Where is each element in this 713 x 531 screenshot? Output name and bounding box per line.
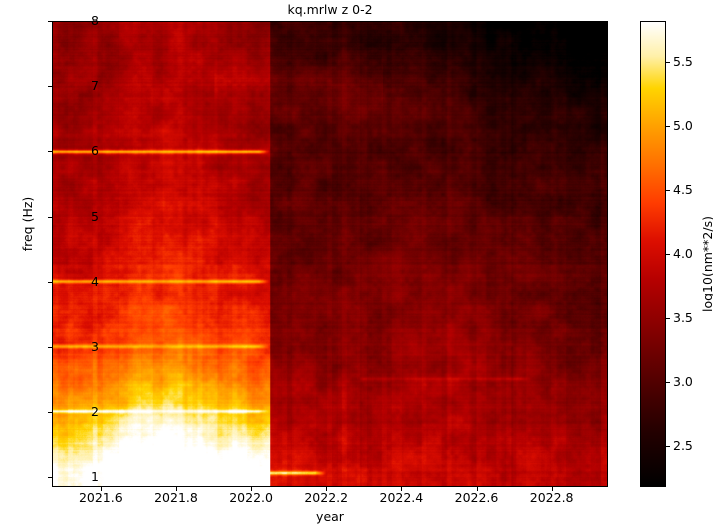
heatmap-plot-area — [52, 21, 608, 487]
y-tick-mark — [48, 21, 52, 22]
x-tick-label: 2021.6 — [78, 490, 123, 505]
colorbar-tick-mark — [666, 61, 670, 63]
y-tick-label: 5 — [91, 208, 99, 224]
colorbar-tick-mark — [666, 318, 670, 319]
y-tick-label: 7 — [91, 78, 99, 94]
x-tick-mark — [175, 487, 177, 491]
y-tick-label: 1 — [91, 469, 99, 485]
y-tick-label: 6 — [91, 143, 99, 159]
x-axis-label: year — [316, 509, 344, 524]
y-tick-mark — [48, 216, 52, 218]
colorbar-tick-label: 3.0 — [673, 374, 693, 390]
y-tick-mark — [48, 281, 52, 283]
x-tick-mark — [476, 487, 478, 491]
colorbar-tick-mark — [666, 446, 670, 448]
x-tick-mark — [326, 487, 328, 491]
x-tick-mark — [100, 487, 102, 491]
x-tick-label: 2021.8 — [154, 490, 198, 505]
y-tick-mark — [48, 86, 52, 88]
heatmap-image — [53, 22, 607, 486]
x-tick-label: 2022.2 — [304, 490, 349, 505]
y-tick-mark — [48, 412, 52, 414]
x-tick-label: 2022.8 — [529, 490, 574, 505]
y-tick-label: 3 — [91, 338, 99, 354]
x-tick-label: 2022.6 — [454, 490, 499, 505]
page-title: kq.mrlw z 0-2 — [287, 2, 373, 17]
colorbar-tick-label: 4.5 — [673, 181, 693, 197]
x-tick-label: 2022.4 — [379, 490, 424, 505]
colorbar-tick-label: 3.5 — [673, 310, 693, 325]
y-tick-label: 2 — [91, 404, 99, 420]
colorbar-tick-mark — [666, 125, 670, 127]
x-tick-label: 2022.0 — [229, 490, 273, 505]
colorbar-gradient — [641, 22, 665, 486]
y-tick-label: 8 — [91, 13, 99, 28]
colorbar-tick-label: 4.0 — [673, 246, 693, 261]
x-tick-mark — [401, 487, 403, 491]
x-tick-mark — [551, 487, 553, 491]
colorbar-label: log10(nm**2/s) — [700, 216, 713, 312]
colorbar — [640, 21, 666, 487]
y-tick-mark — [48, 346, 52, 348]
colorbar-tick-mark — [666, 189, 670, 191]
colorbar-tick-mark — [666, 382, 670, 384]
x-tick-mark — [251, 487, 253, 491]
colorbar-tick-label: 2.5 — [673, 438, 693, 454]
colorbar-tick-label: 5.5 — [673, 53, 693, 69]
y-axis-label: freq (Hz) — [20, 196, 35, 252]
y-tick-label: 4 — [91, 273, 99, 289]
y-tick-mark — [48, 477, 52, 479]
y-tick-mark — [48, 151, 52, 153]
colorbar-tick-mark — [666, 254, 670, 255]
colorbar-tick-label: 5.0 — [673, 117, 693, 133]
